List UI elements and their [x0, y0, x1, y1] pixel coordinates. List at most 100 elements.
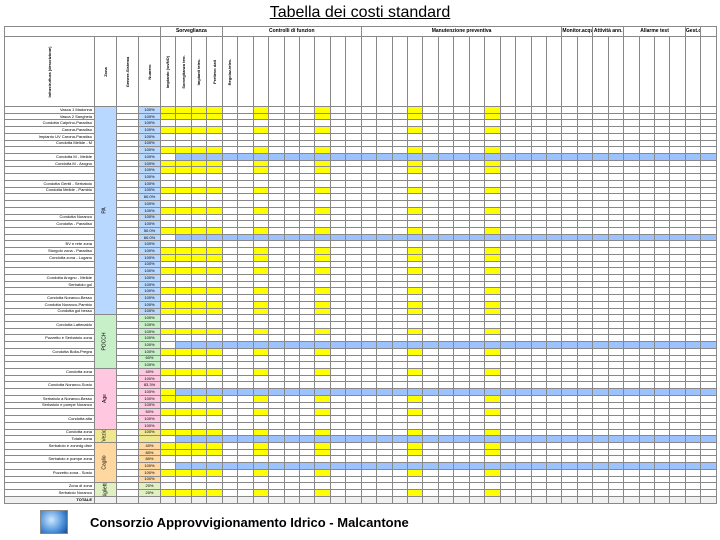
cell: [392, 489, 407, 496]
cell: [117, 140, 139, 147]
cell: [531, 180, 546, 187]
cell: [485, 483, 500, 490]
cell: [577, 268, 592, 275]
cell: [577, 174, 592, 181]
cost-table-container: SorveglianzaControlli di funzionManutenz…: [4, 26, 716, 504]
cell: [438, 147, 453, 154]
cell: [531, 133, 546, 140]
cell: [269, 463, 284, 470]
row-label: [5, 194, 95, 201]
cell: [117, 295, 139, 302]
cell: [438, 416, 453, 423]
cell: [469, 335, 484, 342]
cell: [176, 254, 191, 261]
cell: [685, 201, 700, 208]
cell: [608, 194, 623, 201]
cell: [346, 483, 361, 490]
cell: [701, 254, 716, 261]
cell: [469, 395, 484, 402]
cell: [562, 227, 577, 234]
cell: [485, 436, 500, 443]
cell: [377, 127, 392, 134]
pct-cell: 100%: [139, 295, 161, 302]
cell: [330, 335, 345, 342]
column-header: [593, 37, 608, 107]
cell: [423, 160, 438, 167]
cell: [438, 261, 453, 268]
cell: [377, 322, 392, 329]
cell: [438, 389, 453, 396]
cell: [485, 214, 500, 221]
cell: [284, 496, 299, 503]
cell: [361, 456, 376, 463]
cell: [423, 241, 438, 248]
cell: [608, 483, 623, 490]
cell: [593, 483, 608, 490]
pct-cell: 50.0%: [139, 227, 161, 234]
cell: [253, 113, 268, 120]
cell: [269, 295, 284, 302]
cell: [593, 288, 608, 295]
cell: [546, 248, 561, 255]
cell: [238, 187, 253, 194]
cell: [176, 227, 191, 234]
cell: [438, 187, 453, 194]
cell: [377, 167, 392, 174]
cell: [222, 395, 237, 402]
cell: [238, 389, 253, 396]
cell: [238, 335, 253, 342]
cell: [392, 382, 407, 389]
cell: [500, 140, 515, 147]
cell: [361, 328, 376, 335]
cell: [423, 389, 438, 396]
cell: [454, 476, 469, 483]
cell: [207, 483, 222, 490]
cell: [377, 154, 392, 161]
cell: [161, 221, 176, 228]
cell: [191, 409, 206, 416]
cell: [624, 160, 639, 167]
cell: [191, 167, 206, 174]
cell: [516, 127, 531, 134]
cell: [361, 308, 376, 315]
cell: [191, 261, 206, 268]
cell: [161, 456, 176, 463]
cell: [608, 214, 623, 221]
cell: [361, 214, 376, 221]
cell: [299, 395, 314, 402]
cell: [670, 147, 685, 154]
cell: [207, 315, 222, 322]
cell: [191, 416, 206, 423]
cell: [269, 214, 284, 221]
cell: [207, 154, 222, 161]
cell: [454, 127, 469, 134]
cell: [577, 274, 592, 281]
cell: [639, 442, 654, 449]
cell: [299, 496, 314, 503]
cell: [207, 194, 222, 201]
cell: [207, 120, 222, 127]
cell: [176, 113, 191, 120]
cell: [500, 174, 515, 181]
cell: [701, 463, 716, 470]
cell: [269, 422, 284, 429]
cell: [593, 194, 608, 201]
cell: [207, 127, 222, 134]
cell: [531, 348, 546, 355]
table-row: POCCH100%: [5, 315, 717, 322]
cell: [253, 160, 268, 167]
cell: [454, 489, 469, 496]
cell: [315, 463, 330, 470]
cell: [469, 402, 484, 409]
cell: [315, 120, 330, 127]
cell: [176, 140, 191, 147]
cell: [161, 429, 176, 436]
cell: [670, 442, 685, 449]
cell: [377, 348, 392, 355]
cell: [670, 342, 685, 349]
cell: [546, 127, 561, 134]
cell: [315, 288, 330, 295]
cell: [346, 120, 361, 127]
pct-cell: 100%: [139, 268, 161, 275]
row-label: [5, 207, 95, 214]
